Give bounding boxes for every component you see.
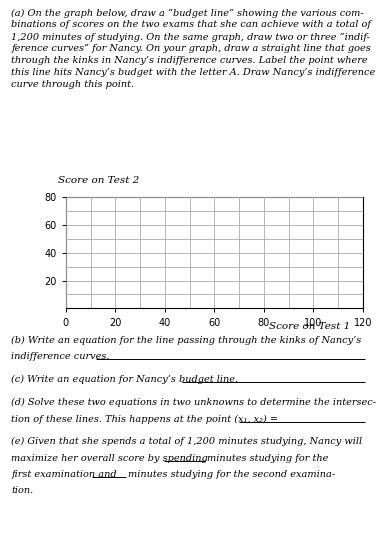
Text: (a) On the graph below, draw a “budget line” showing the various com-
binations : (a) On the graph below, draw a “budget l… (11, 8, 376, 89)
Text: first examination and: first examination and (11, 470, 117, 479)
Text: indifference curves.: indifference curves. (11, 352, 110, 361)
Text: minutes studying for the: minutes studying for the (207, 454, 328, 462)
Text: (c) Write an equation for Nancy’s budget line.: (c) Write an equation for Nancy’s budget… (11, 375, 238, 384)
Text: Score on Test 2: Score on Test 2 (58, 176, 139, 185)
Text: tion of these lines. This happens at the point (x₁, x₂) =: tion of these lines. This happens at the… (11, 414, 278, 424)
Text: (e) Given that she spends a total of 1,200 minutes studying, Nancy will: (e) Given that she spends a total of 1,2… (11, 437, 362, 447)
Text: minutes studying for the second examina-: minutes studying for the second examina- (128, 470, 335, 479)
Text: (d) Solve these two equations in two unknowns to determine the intersec-: (d) Solve these two equations in two unk… (11, 398, 376, 407)
Text: tion.: tion. (11, 486, 33, 495)
X-axis label: Score on Test 1: Score on Test 1 (269, 322, 350, 331)
Text: (b) Write an equation for the line passing through the kinks of Nancy’s: (b) Write an equation for the line passi… (11, 336, 362, 345)
Text: maximize her overall score by spending: maximize her overall score by spending (11, 454, 208, 462)
